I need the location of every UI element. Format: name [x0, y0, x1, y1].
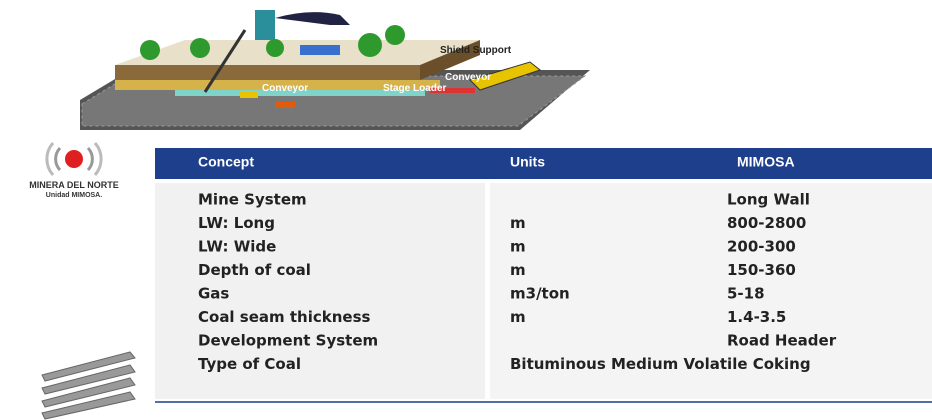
conveyor-belt: [175, 90, 425, 96]
cell: Gas: [198, 285, 229, 303]
cell: m3/ton: [510, 285, 570, 303]
shearer: [469, 61, 542, 91]
cell: Type of Coal: [198, 355, 301, 373]
logo-unit: Unidad MIMOSA.: [46, 192, 102, 199]
cell: Road Header: [727, 332, 837, 350]
diagram-label: Stage Loader: [383, 83, 446, 94]
mine-illustration: Shield Support Shearer Conveyor Stage Lo…: [80, 10, 590, 130]
stage-loader: [430, 88, 475, 93]
header-cell: Units: [510, 154, 545, 170]
crane: [275, 12, 350, 25]
cell: 150-360: [727, 261, 796, 279]
cell: m: [510, 308, 526, 326]
strata-side: [420, 40, 480, 80]
building: [300, 45, 340, 55]
cell: Long Wall: [727, 191, 810, 209]
diagram-label: Conveyor: [262, 83, 308, 94]
shaft: [203, 29, 247, 93]
coal-seam: [115, 80, 440, 90]
cell: Depth of coal: [198, 261, 311, 279]
stripes-icon: [41, 351, 136, 420]
cell: Mine System: [198, 191, 307, 209]
cell: m: [510, 214, 526, 232]
cell: Development System: [198, 332, 378, 350]
diagram-label: Shearer: [470, 59, 507, 70]
header-cell: Concept: [198, 154, 254, 170]
cell: LW: Long: [198, 214, 275, 232]
logo-name: MINERA DEL NORTE: [29, 180, 119, 190]
diagram-label: Conveyor: [445, 72, 491, 83]
cell: m: [510, 238, 526, 256]
cell: LW: Wide: [198, 238, 276, 256]
cell: 200-300: [727, 238, 796, 256]
cell: Coal seam thickness: [198, 308, 371, 326]
machine: [240, 92, 258, 98]
cell: Bituminous Medium Volatile Coking: [510, 355, 811, 373]
trees: [140, 25, 405, 60]
surface: [115, 40, 480, 65]
cell: m: [510, 261, 526, 279]
logo: MINERA DEL NORTE Unidad MIMOSA.: [29, 142, 119, 199]
header-cell: MIMOSA: [737, 154, 795, 170]
diagram-label: Shield Support: [440, 45, 512, 56]
strata: [115, 65, 420, 80]
table-column-bg: [490, 183, 932, 399]
cell: 800-2800: [727, 214, 806, 232]
table-column-bg: [155, 183, 485, 399]
cell: 5-18: [727, 285, 765, 303]
table-header-bar: [155, 148, 932, 179]
cell: 1.4-3.5: [727, 308, 786, 326]
tower: [255, 10, 275, 40]
machine: [275, 102, 295, 108]
